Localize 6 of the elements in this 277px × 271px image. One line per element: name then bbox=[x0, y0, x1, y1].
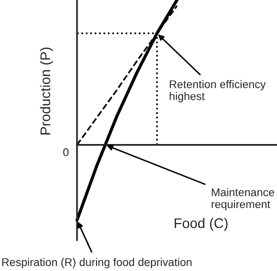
annotation: Retention efficiency highest bbox=[170, 80, 266, 102]
annotation: Maintenance requirement bbox=[212, 188, 274, 210]
x-axis-title: Food (C) bbox=[174, 218, 228, 231]
text: 0 bbox=[63, 148, 69, 156]
text: Respiration (R) during food deprivation bbox=[2, 258, 192, 268]
y-axis-title: Production (P) bbox=[40, 48, 53, 134]
